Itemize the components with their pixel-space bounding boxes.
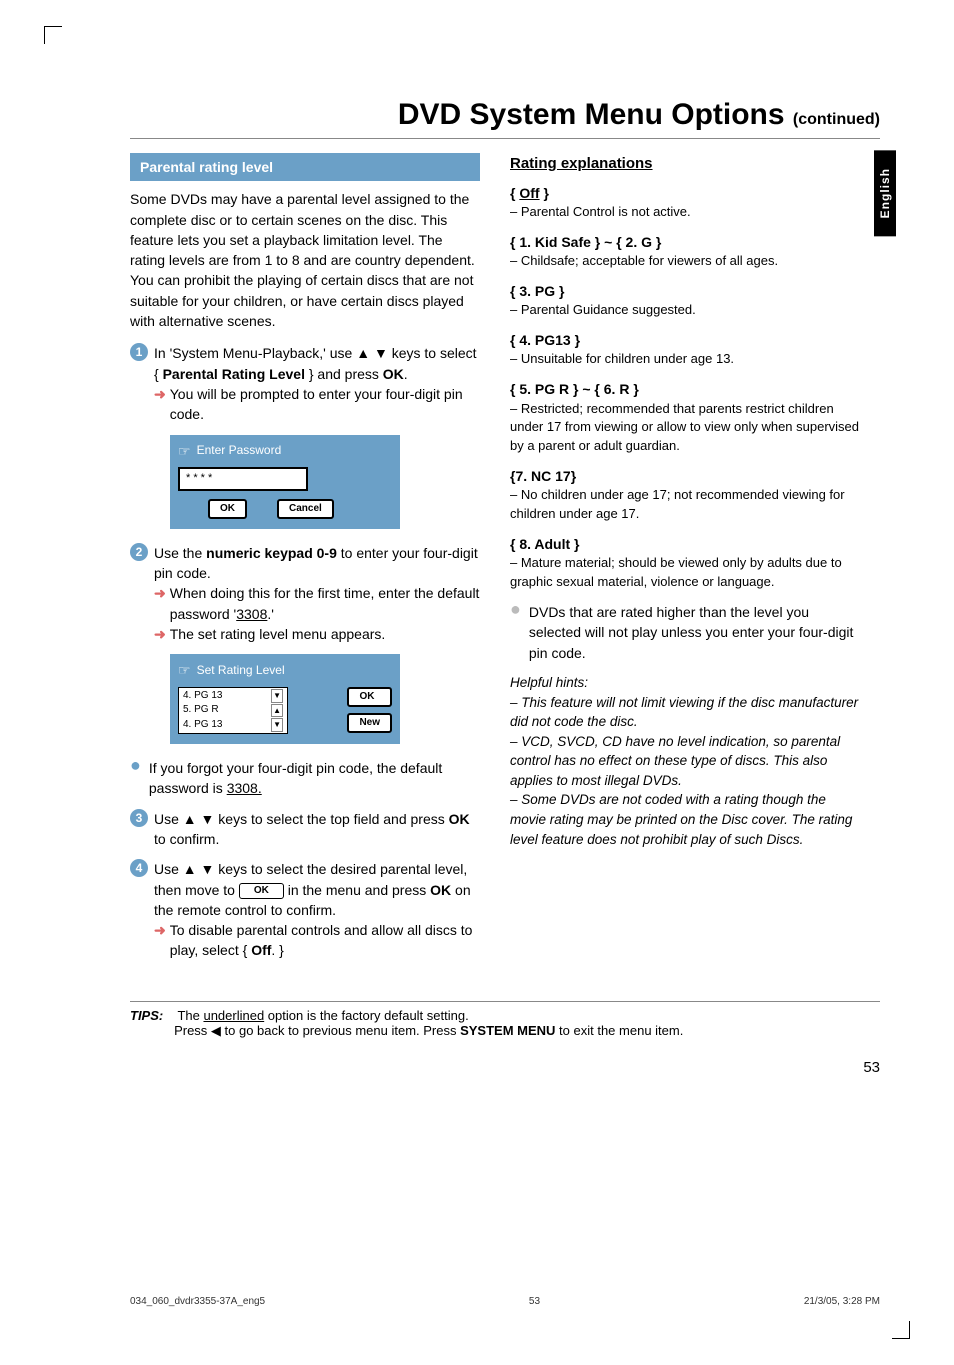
fig1-input: * * * * [178, 467, 308, 491]
footer: 034_060_dvdr3355-37A_eng5 53 21/3/05, 3:… [130, 1296, 880, 1307]
figure-set-rating-level: ☞ Set Rating Level 4. PG 13▼ 5. PG R▲ 4. … [170, 654, 400, 744]
footer-right: 21/3/05, 3:28 PM [804, 1296, 880, 1307]
right-column: Rating explanations { Off } – Parental C… [510, 153, 860, 971]
title-rule [130, 138, 880, 139]
tips-section: TIPS: The underlined option is the facto… [130, 1001, 880, 1039]
fig1-cancel-button: Cancel [277, 499, 334, 519]
step3-text-b: OK [449, 811, 470, 827]
step-2: 2 Use the numeric keypad 0-9 to enter yo… [130, 543, 480, 644]
step4-arrow: To disable parental controls and allow a… [170, 920, 480, 961]
dropdown-down-icon: ▼ [271, 718, 283, 732]
arrow-icon: ➜ [154, 624, 166, 644]
step1-text-e: . [404, 366, 408, 382]
footer-left: 034_060_dvdr3355-37A_eng5 [130, 1296, 265, 1307]
dropdown-down-icon: ▼ [271, 689, 283, 703]
dropdown-up-icon: ▲ [271, 704, 283, 718]
step-3-bullet: 3 [130, 809, 148, 827]
step2-arrow2: The set rating level menu appears. [170, 624, 386, 644]
forgot-pin-note: ● If you forgot your four-digit pin code… [130, 758, 480, 799]
step2-arrow1: When doing this for the first time, ente… [170, 583, 480, 624]
section-header-parental: Parental rating level [130, 153, 480, 181]
rating-explanations-heading: Rating explanations [510, 153, 860, 175]
tips-line1: The underlined option is the factory def… [177, 1008, 468, 1023]
crop-mark-bottom-right [892, 1321, 910, 1339]
step1-text-d: OK [383, 366, 404, 382]
tips-label: TIPS: [130, 1008, 163, 1023]
step-2-bullet: 2 [130, 543, 148, 561]
bullet-icon: ● [130, 758, 141, 799]
arrow-icon: ➜ [154, 384, 166, 425]
fig2-new-button: New [347, 713, 392, 733]
rating-pg: { 3. PG } – Parental Guidance suggested. [510, 281, 860, 320]
step2-text-b: numeric keypad 0-9 [206, 545, 337, 561]
hint-3: – Some DVDs are not coded with a rating … [510, 790, 860, 849]
step-1-bullet: 1 [130, 343, 148, 361]
arrow-icon: ➜ [154, 583, 166, 624]
step4-text-c: OK [430, 882, 451, 898]
page-title: DVD System Menu Options (continued) [130, 98, 880, 132]
step1-text-b: Parental Rating Level [163, 366, 305, 382]
step-1: 1 In 'System Menu-Playback,' use ▲ ▼ key… [130, 343, 480, 424]
rating-kidsafe-g: { 1. Kid Safe } ~ { 2. G } – Childsafe; … [510, 232, 860, 271]
step2-text-a: Use the [154, 545, 206, 561]
rating-nc17: {7. NC 17} – No children under age 17; n… [510, 466, 860, 524]
bullet-icon: ● [510, 602, 521, 663]
footer-center: 53 [529, 1296, 540, 1307]
step1-text-c: } and press [305, 366, 383, 382]
higher-rating-note: ● DVDs that are rated higher than the le… [510, 602, 860, 663]
figure-enter-password: ☞ Enter Password * * * * OK Cancel [170, 435, 400, 529]
fig1-ok-button: OK [208, 499, 247, 519]
fig2-ok-button: OK [347, 687, 392, 707]
hint-2: – VCD, SVCD, CD have no level indication… [510, 732, 860, 791]
crop-mark-top-left [44, 26, 62, 44]
title-continued: (continued) [793, 111, 880, 128]
arrow-icon: ➜ [154, 920, 166, 961]
fig2-title: Set Rating Level [197, 662, 285, 679]
intro-paragraph: Some DVDs may have a parental level assi… [130, 189, 480, 331]
step-4: 4 Use ▲ ▼ keys to select the desired par… [130, 859, 480, 960]
step3-text-a: Use ▲ ▼ keys to select the top field and… [154, 811, 449, 827]
step4-text-b: in the menu and press [288, 882, 430, 898]
step3-text-c: to confirm. [154, 831, 219, 847]
page-content: DVD System Menu Options (continued) Pare… [130, 98, 880, 1076]
page-number: 53 [130, 1059, 880, 1076]
fig1-title: Enter Password [197, 442, 282, 459]
helpful-hints: Helpful hints: – This feature will not l… [510, 673, 860, 849]
fig2-dropdown: 4. PG 13▼ 5. PG R▲ 4. PG 13▼ [178, 687, 288, 735]
tips-line2: Press ◀ to go back to previous menu item… [174, 1023, 683, 1038]
hand-icon: ☞ [178, 660, 191, 680]
step-4-bullet: 4 [130, 859, 148, 877]
rating-pg13: { 4. PG13 } – Unsuitable for children un… [510, 330, 860, 369]
hand-icon: ☞ [178, 441, 191, 461]
hints-label: Helpful hints: [510, 673, 860, 693]
step1-arrow-text: You will be prompted to enter your four-… [170, 384, 480, 425]
title-main: DVD System Menu Options [398, 98, 785, 131]
step-3: 3 Use ▲ ▼ keys to select the top field a… [130, 809, 480, 850]
rating-pgr-r: { 5. PG R } ~ { 6. R } – Restricted; rec… [510, 379, 860, 456]
hint-1: – This feature will not limit viewing if… [510, 693, 860, 732]
rating-off: { Off } – Parental Control is not active… [510, 183, 860, 222]
left-column: Parental rating level Some DVDs may have… [130, 153, 480, 971]
rating-adult: { 8. Adult } – Mature material; should b… [510, 534, 860, 592]
ok-inline-button: OK [239, 883, 284, 900]
